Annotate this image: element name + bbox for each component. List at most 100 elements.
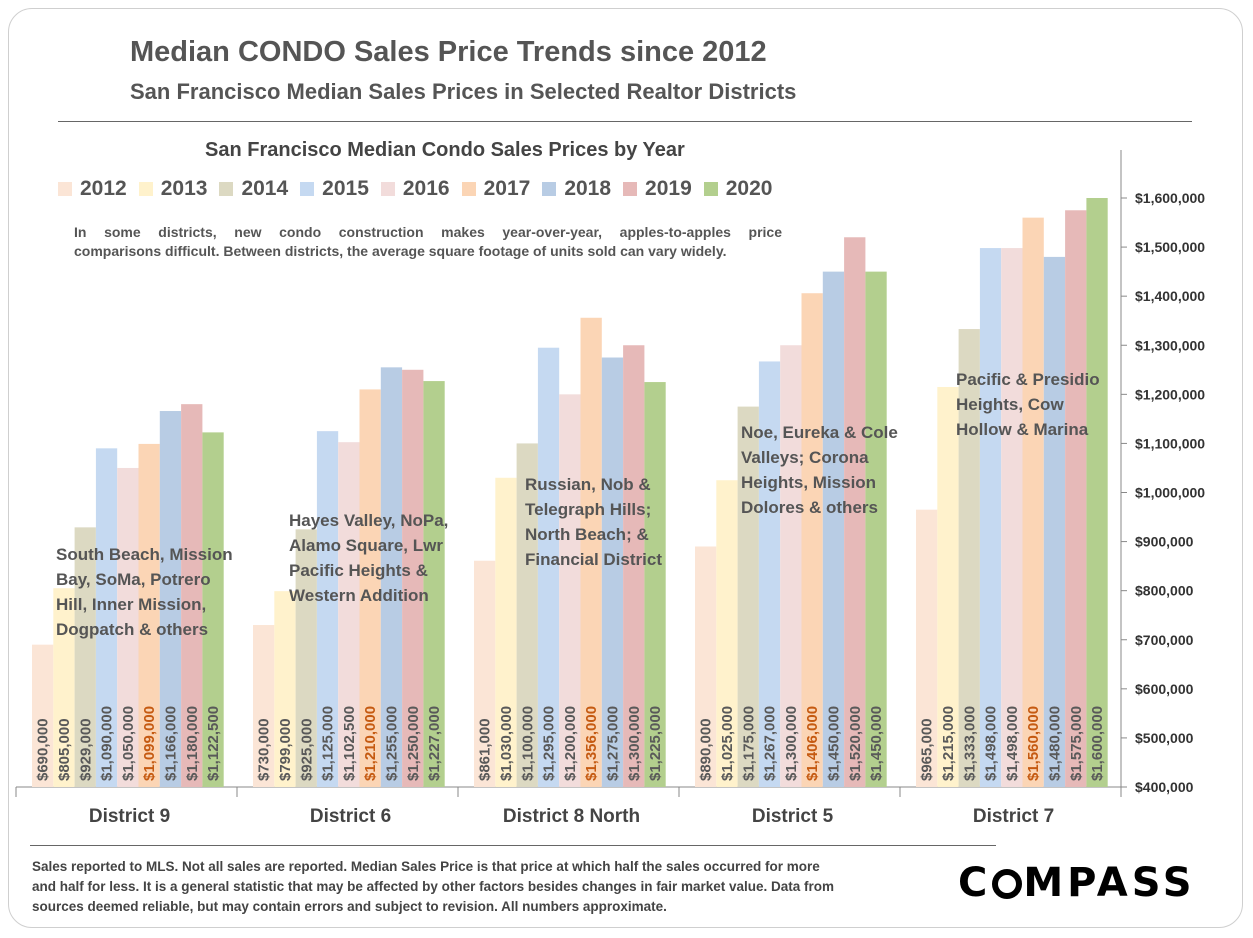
bar-value-label: $1,100,000 — [519, 706, 536, 781]
district-description: Western Addition — [289, 586, 429, 605]
bar-value-label: $1,210,000 — [362, 706, 379, 781]
bar-value-label: $1,102,500 — [341, 706, 358, 781]
legend-swatch-2016 — [380, 182, 395, 196]
bar-2013 — [274, 591, 296, 787]
bar-2014 — [958, 329, 980, 787]
bar-value-label: $1,175,000 — [740, 706, 757, 781]
bar-value-label: $799,000 — [277, 718, 294, 781]
footer-line-1: Sales reported to MLS. Not all sales are… — [32, 859, 820, 874]
legend-label-2016: 2016 — [402, 177, 450, 200]
district-description: Dogpatch & others — [56, 620, 208, 639]
logo-o-ring — [992, 869, 1023, 899]
bar-value-label: $1,225,000 — [647, 706, 664, 781]
x-category-label: District 7 — [973, 806, 1054, 827]
chart-note-line-2: comparisons difficult. Between districts… — [74, 243, 727, 259]
bar-2014 — [295, 529, 317, 787]
bar-2012 — [916, 509, 938, 787]
bar-2016 — [559, 394, 581, 787]
bar-2015 — [537, 347, 560, 787]
bar-value-label: $1,255,000 — [383, 706, 400, 781]
bar-value-label: $1,122,500 — [205, 706, 222, 781]
bar-value-label: $1,520,000 — [847, 706, 864, 781]
chart-note-line-1: In some districts, new condo constructio… — [74, 224, 782, 240]
legend-label-2019: 2019 — [645, 177, 692, 200]
logo-letter-c: C — [958, 860, 992, 906]
footer-divider — [30, 845, 996, 846]
footer-line-3: sources deemed reliable, but may contain… — [32, 899, 667, 914]
chart-title: San Francisco Median Condo Sales Prices … — [205, 139, 685, 161]
legend-label-2017: 2017 — [483, 177, 531, 200]
bar-value-label: $1,050,000 — [120, 706, 137, 781]
district-description: Dolores & others — [741, 498, 878, 517]
bar-2020 — [423, 381, 445, 787]
district-description: North Beach; & — [525, 525, 649, 544]
bar-2020 — [644, 382, 666, 787]
y-tick-label: $1,500,000 — [1135, 239, 1205, 255]
legend-item-2014: 2014 — [219, 177, 288, 201]
footer-disclaimer: Sales reported to MLS. Not all sales are… — [32, 857, 944, 917]
legend-label-2012: 2012 — [80, 177, 127, 200]
bar-value-label: $1,090,000 — [99, 706, 116, 781]
bar-value-label: $1,450,000 — [825, 706, 842, 781]
bar-2019 — [181, 404, 203, 787]
page-title: Median CONDO Sales Price Trends since 20… — [130, 36, 767, 68]
bar-2020 — [865, 271, 887, 787]
title-divider — [58, 121, 1192, 122]
district-description: Noe, Eureka & Cole — [741, 423, 898, 442]
legend-label-2018: 2018 — [564, 177, 612, 200]
bar-value-label: $1,295,000 — [541, 706, 558, 781]
bar-2015 — [758, 361, 781, 787]
bar-2012 — [474, 560, 496, 787]
legend-swatch-2012 — [58, 182, 72, 196]
district-description: Valleys; Corona — [741, 448, 869, 467]
bar-2012 — [695, 546, 717, 787]
logo-letters-mpass: MPASS — [1023, 860, 1196, 906]
legend-swatch-2018 — [542, 182, 557, 196]
bar-2012 — [32, 644, 54, 787]
bar-2013 — [53, 588, 75, 787]
bar-2019 — [844, 237, 866, 787]
bar-value-label: $1,356,000 — [583, 706, 600, 781]
legend-item-2019: 2019 — [623, 177, 692, 201]
bar-2015 — [316, 431, 339, 787]
compass-logo: C MPASS — [958, 860, 1196, 906]
legend-item-2018: 2018 — [542, 177, 611, 201]
bar-value-label: $1,300,000 — [626, 706, 643, 781]
bar-2018 — [601, 357, 624, 787]
bar-2013 — [937, 386, 959, 787]
y-tick-label: $1,100,000 — [1135, 435, 1205, 451]
bar-2013 — [495, 477, 517, 787]
legend-item-2016: 2016 — [380, 177, 450, 201]
bar-2019 — [623, 345, 645, 787]
bar-2017 — [359, 389, 381, 787]
bar-value-label: $805,000 — [56, 718, 73, 781]
district-description: Alamo Square, Lwr — [289, 536, 443, 555]
y-tick-label: $1,600,000 — [1135, 190, 1205, 206]
bar-value-label: $1,498,000 — [1004, 706, 1021, 781]
y-tick-label: $600,000 — [1135, 681, 1194, 697]
bar-value-label: $1,166,000 — [162, 706, 179, 781]
bar-2017 — [580, 317, 602, 787]
district-description: Pacific Heights & — [289, 561, 428, 580]
bar-2016 — [1001, 248, 1023, 787]
y-tick-label: $400,000 — [1135, 779, 1194, 795]
legend-item-2017: 2017 — [461, 177, 531, 201]
bar-2012 — [253, 625, 275, 787]
legend-item-2013: 2013 — [138, 177, 207, 201]
bar-2015 — [95, 448, 118, 787]
legend-swatch-2015 — [300, 182, 315, 196]
bar-value-label: $1,200,000 — [562, 706, 579, 781]
bar-value-label: $1,227,000 — [426, 706, 443, 781]
bar-2014 — [74, 527, 96, 787]
legend-item-2020: 2020 — [703, 177, 773, 201]
district-description: Financial District — [525, 550, 662, 569]
bar-2020 — [202, 432, 224, 787]
legend-label-2020: 2020 — [725, 177, 773, 200]
bar-value-label: $1,333,000 — [961, 706, 978, 781]
y-tick-label: $1,400,000 — [1135, 288, 1205, 304]
bar-2019 — [402, 369, 424, 787]
district-description: Heights, Mission — [741, 473, 876, 492]
bar-2018 — [159, 411, 182, 787]
bar-value-label: $730,000 — [256, 718, 273, 781]
